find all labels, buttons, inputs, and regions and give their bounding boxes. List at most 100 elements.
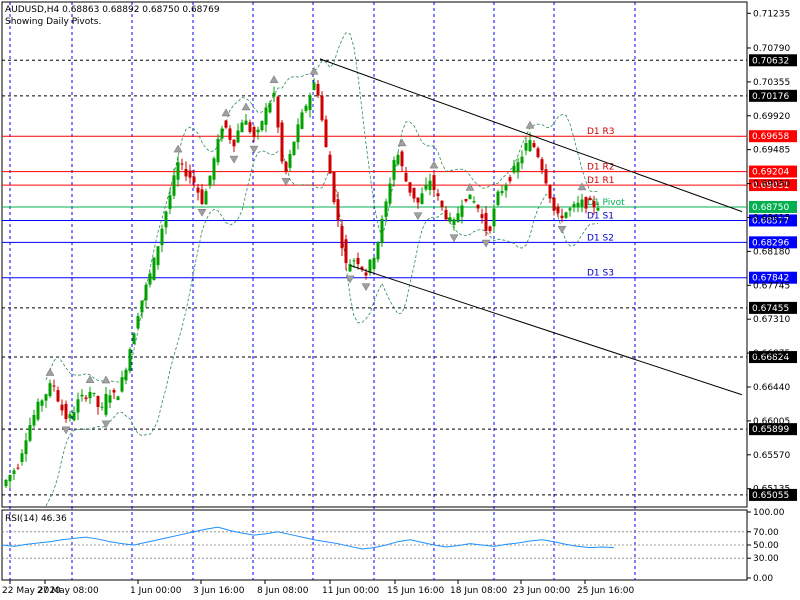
candle-body	[128, 349, 132, 372]
candle-body	[512, 165, 516, 173]
level-price-label: 0.65899	[752, 425, 789, 435]
candle-body	[64, 403, 68, 420]
candle-body	[484, 213, 488, 231]
candle-body	[464, 199, 468, 202]
pivot-label: D1 R3	[587, 127, 615, 137]
candle-body	[436, 193, 440, 197]
fractal-down-marker	[61, 426, 71, 435]
candle-body	[48, 383, 52, 397]
price-tick-label: 0.70355	[753, 78, 790, 88]
fractal-up-marker	[525, 120, 535, 129]
candle-body	[316, 84, 320, 96]
pivot-price-box	[749, 236, 797, 249]
fractal-up-marker	[577, 182, 587, 191]
candle-body	[176, 162, 180, 180]
fractal-up-marker	[101, 375, 111, 384]
fractal-up-marker	[269, 75, 279, 83]
candle-body	[592, 201, 596, 208]
pivot-price-box	[749, 165, 797, 178]
candle-body	[320, 95, 324, 121]
candle-body	[256, 129, 260, 133]
candle-body	[268, 103, 272, 113]
candle-body	[168, 195, 172, 209]
candle-body	[520, 156, 524, 164]
pivot-price-box	[749, 130, 797, 143]
candle-body	[560, 215, 564, 219]
candle-body	[164, 211, 168, 228]
pivot-price-label: 0.68296	[752, 238, 789, 248]
level-price-box	[749, 89, 797, 102]
candle-body	[428, 180, 432, 190]
rsi-tick-label: 0.00	[753, 574, 773, 584]
candle-body	[392, 160, 396, 180]
candle-body	[544, 169, 548, 184]
level-price-box	[749, 488, 797, 501]
fractal-down-marker	[249, 145, 259, 154]
rsi-chart: 100.00 70.00 50.00 30.00 0.00	[1, 508, 785, 584]
candle-body	[324, 119, 328, 148]
pivot-label: D1 S1	[587, 211, 614, 221]
candle-body	[16, 467, 20, 469]
pivot-label: D1 R2	[587, 163, 615, 173]
candle-body	[416, 197, 420, 203]
time-tick-label: 11 Jun 00:00	[322, 586, 379, 596]
level-price-label: 0.66824	[752, 353, 789, 363]
pivot-price-box	[749, 214, 797, 227]
candle-body	[40, 400, 44, 406]
candle-body	[56, 390, 60, 402]
candle-body	[376, 242, 380, 260]
candle-body	[580, 199, 584, 207]
indicator-note: Showing Daily Pivots.	[5, 17, 101, 27]
price-tick-label: 0.69485	[753, 146, 790, 156]
price-tick-label: 0.67745	[753, 281, 790, 291]
candle-body	[596, 208, 600, 211]
candle-body	[52, 385, 56, 387]
level-price-box	[749, 301, 797, 314]
candle-body	[504, 185, 508, 191]
candle-body	[380, 218, 384, 243]
candle-body	[568, 208, 572, 211]
fractal-down-marker	[361, 283, 371, 292]
candle-body	[508, 177, 512, 182]
candle-body	[156, 246, 160, 266]
candle-body	[180, 163, 184, 165]
fractal-up-marker	[85, 375, 95, 383]
candle-body	[172, 175, 176, 196]
candle-body	[248, 122, 252, 132]
candle-body	[104, 394, 108, 415]
candle-body	[388, 183, 392, 204]
candle-body	[244, 120, 248, 125]
fractal-up-marker	[397, 138, 407, 147]
candle-body	[404, 172, 408, 182]
rsi-tick-label: 50.00	[753, 541, 779, 551]
pivot-price-label: 0.68750	[752, 203, 789, 213]
candle-body	[100, 406, 104, 408]
rsi-line	[1, 526, 615, 550]
candle-body	[576, 202, 580, 207]
trendlines	[319, 58, 743, 396]
candle-body	[44, 394, 48, 401]
fractal-down-marker	[345, 275, 355, 284]
symbol-header: AUDUSD,H4 0.68863 0.68892 0.68750 0.6876…	[5, 5, 220, 15]
candle-body	[272, 92, 276, 97]
fractal-up-marker	[173, 144, 183, 153]
candle-body	[356, 257, 360, 265]
candle-body	[184, 169, 188, 177]
candle-body	[120, 377, 124, 392]
candle-body	[204, 191, 208, 205]
price-tick-label: 0.68615	[753, 213, 790, 223]
candle-body	[424, 184, 428, 190]
candle-body	[88, 391, 92, 399]
candle-body	[440, 200, 444, 208]
fractal-up-marker	[429, 160, 439, 169]
candle-body	[488, 226, 492, 231]
candle-body	[76, 399, 80, 413]
candle-body	[276, 96, 280, 128]
rsi-label: RSI(14) 46.36	[5, 514, 67, 524]
time-tick-label: 27 May 08:00	[37, 586, 99, 596]
pivot-price-box	[749, 179, 797, 192]
pivot-label: D1 S2	[587, 233, 614, 243]
candle-body	[60, 404, 64, 411]
fractal-down-marker	[101, 420, 111, 429]
